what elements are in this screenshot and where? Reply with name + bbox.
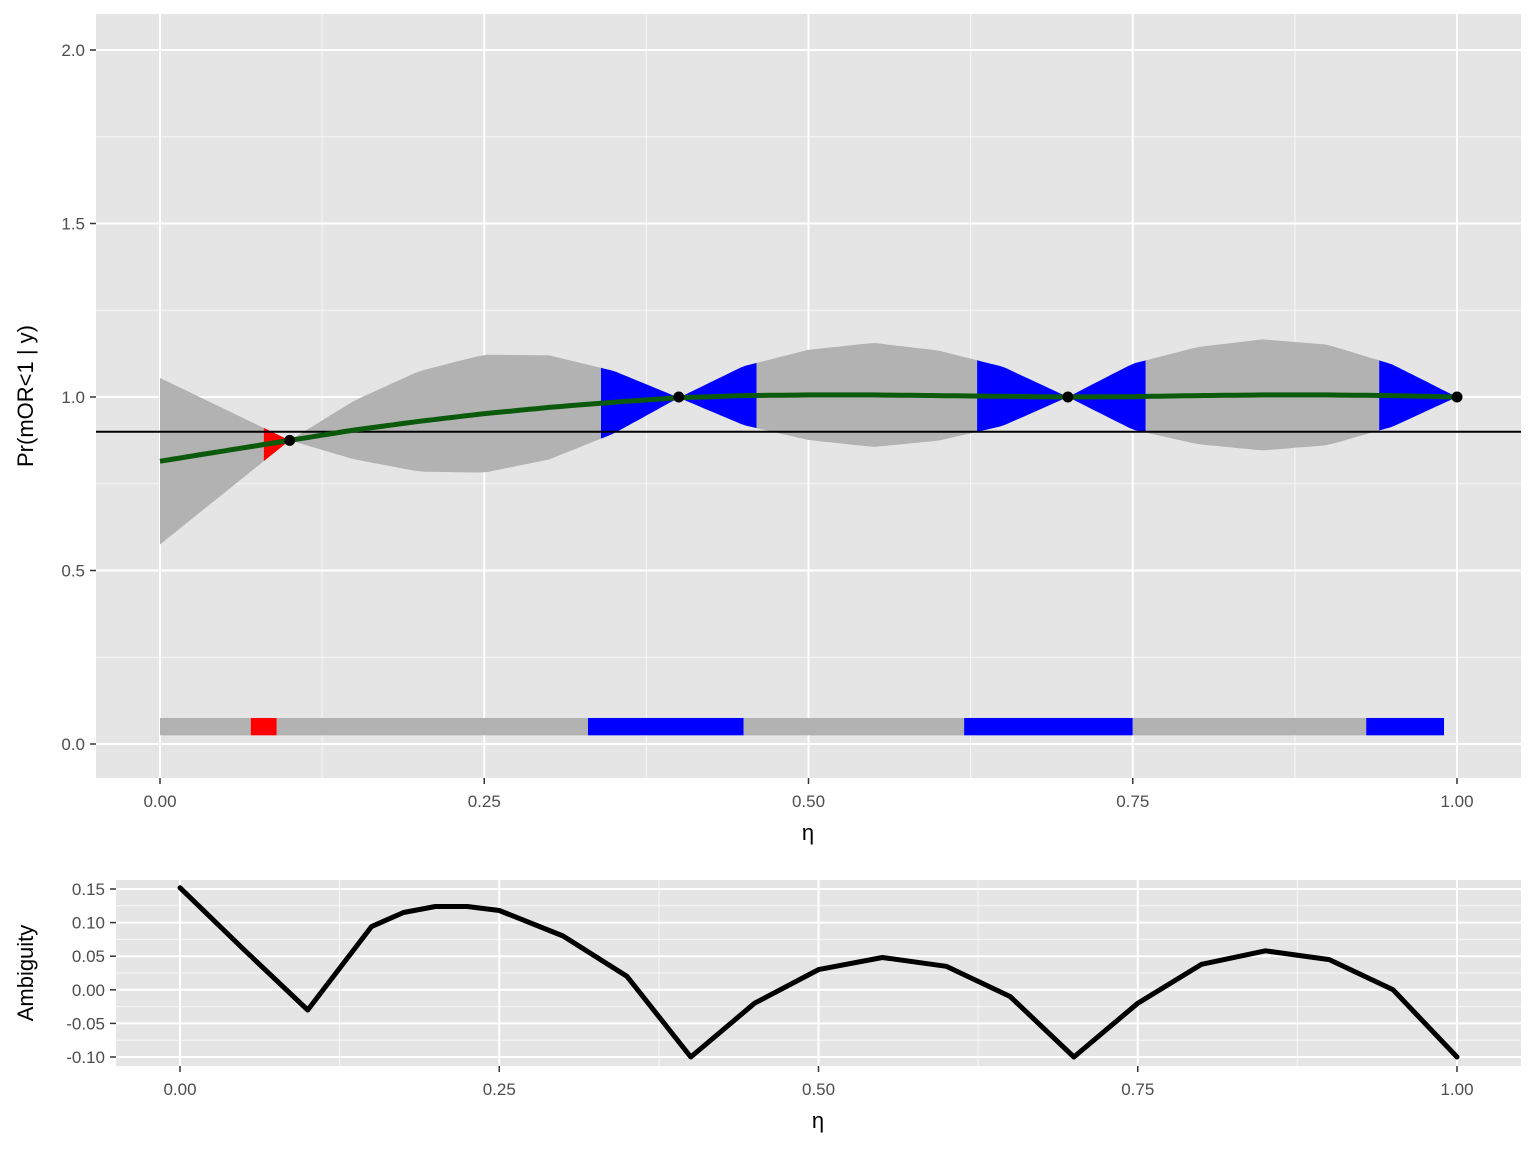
strip-segment-positive xyxy=(1366,717,1445,736)
bottom-y-tick-label: 0.15 xyxy=(72,880,105,899)
bottom-x-tick-label: 0.50 xyxy=(802,1080,835,1099)
anchor-point xyxy=(284,434,296,446)
top-bottom-strip xyxy=(160,717,1445,736)
mean-curve xyxy=(159,392,1458,464)
band-region-neutral xyxy=(160,377,264,545)
top-x-ticks: 0.00 0.25 0.50 0.75 1.00 xyxy=(143,778,1474,811)
top-y-tick-label: 2.0 xyxy=(61,41,85,60)
top-band xyxy=(160,339,1457,545)
top-y-tick-label: 0.5 xyxy=(61,562,85,581)
bottom-y-tick-label: -0.05 xyxy=(66,1014,105,1033)
ambiguity-curve xyxy=(177,885,1460,1060)
bottom-chart: 0.00 0.25 0.50 0.75 1.00 -0.10 -0.05 0.00 0.05 0… xyxy=(13,880,1521,1133)
top-y-tick-label: 1.0 xyxy=(61,388,85,407)
bottom-x-tick-label: 1.00 xyxy=(1440,1080,1473,1099)
bottom-y-ticks: -0.10 -0.05 0.00 0.05 0.10 0.15 xyxy=(66,880,116,1067)
top-x-tick-label: 0.25 xyxy=(468,792,501,811)
bottom-y-tick-label: 0.10 xyxy=(72,914,105,933)
bottom-gridlines xyxy=(116,880,1521,1066)
bottom-y-tick-label: -0.10 xyxy=(66,1048,105,1067)
bottom-x-tick-label: 0.25 xyxy=(483,1080,516,1099)
top-y-ticks: 0.0 0.5 1.0 1.5 2.0 xyxy=(61,41,96,754)
strip-segment-neutral xyxy=(276,717,589,736)
strip-segment-positive xyxy=(964,717,1133,736)
top-x-tick-label: 0.00 xyxy=(143,792,176,811)
bottom-x-axis-title: η xyxy=(812,1108,824,1133)
strip-segment-neutral xyxy=(1132,717,1367,736)
bottom-y-axis-title: Ambiguity xyxy=(13,925,38,1022)
top-y-tick-label: 0.0 xyxy=(61,735,85,754)
anchor-point xyxy=(673,391,685,403)
top-y-axis-title: Pr(mOR<1 | y) xyxy=(13,325,38,467)
bottom-x-tick-label: 0.75 xyxy=(1121,1080,1154,1099)
bottom-y-tick-label: 0.05 xyxy=(72,947,105,966)
anchor-point xyxy=(1451,391,1463,403)
anchor-points xyxy=(284,391,1463,446)
strip-segment-negative xyxy=(250,717,277,736)
strip-segment-neutral xyxy=(160,717,251,736)
strip-segment-neutral xyxy=(743,717,965,736)
bottom-x-tick-label: 0.00 xyxy=(163,1080,196,1099)
strip-segment-positive xyxy=(588,717,744,736)
band-region-positive xyxy=(601,362,757,439)
anchor-point xyxy=(1062,391,1074,403)
top-x-tick-label: 0.75 xyxy=(1116,792,1149,811)
bottom-y-tick-label: 0.00 xyxy=(72,981,105,1000)
top-chart: 0.00 0.25 0.50 0.75 1.00 0.0 0.5 1.0 1.5 2.0 η P… xyxy=(13,14,1521,845)
top-x-tick-label: 1.00 xyxy=(1440,792,1473,811)
band-region-neutral xyxy=(289,354,601,473)
top-x-tick-label: 0.50 xyxy=(792,792,825,811)
top-y-tick-label: 1.5 xyxy=(61,215,85,234)
top-x-axis-title: η xyxy=(802,820,814,845)
bottom-x-ticks: 0.00 0.25 0.50 0.75 1.00 xyxy=(163,1066,1474,1099)
